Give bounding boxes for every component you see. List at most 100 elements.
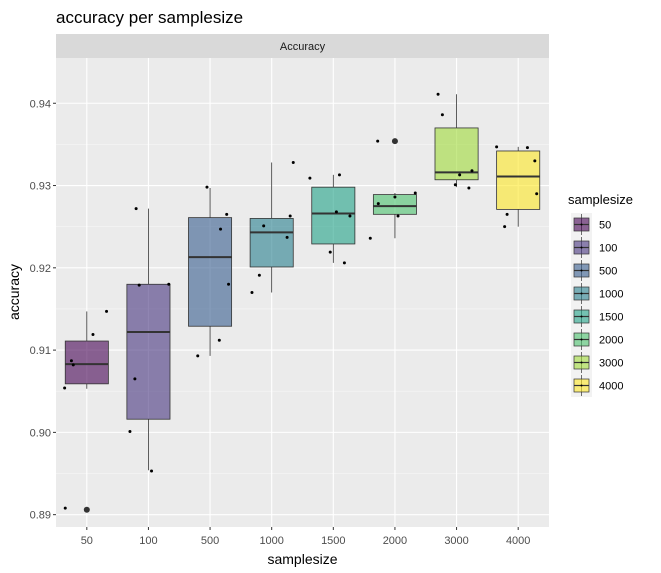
data-point: [535, 192, 539, 196]
legend-key-point: [580, 292, 583, 295]
x-tick-label: 100: [139, 535, 157, 547]
data-point: [413, 191, 417, 195]
data-point: [376, 202, 380, 206]
box-body: [311, 186, 356, 245]
legend-item-1500: 1500: [571, 305, 623, 328]
legend-item-500: 500: [571, 259, 617, 282]
data-point: [376, 139, 380, 143]
legend-label: 2000: [599, 335, 623, 347]
x-tick-label: 2000: [383, 535, 407, 547]
y-tick-label: 0.94: [30, 98, 51, 110]
facet-strip: [56, 34, 549, 58]
box-1000: [249, 162, 294, 293]
x-tick-label: 500: [201, 535, 219, 547]
data-point: [219, 227, 223, 231]
y-tick-label: 0.90: [30, 427, 51, 439]
data-point: [396, 214, 400, 218]
legend-item-100: 100: [571, 236, 617, 259]
y-axis-title: accuracy: [6, 264, 22, 320]
legend-label: 50: [599, 220, 611, 232]
points-layer: [63, 92, 539, 510]
data-point: [134, 207, 138, 211]
data-point: [63, 386, 67, 390]
x-axis-title: samplesize: [267, 551, 337, 567]
data-point: [133, 377, 137, 381]
data-point: [470, 169, 474, 173]
data-point: [137, 283, 141, 287]
data-point: [91, 332, 95, 336]
data-point: [368, 236, 372, 240]
box-body: [434, 127, 479, 181]
box-2000: [372, 138, 417, 239]
data-point: [257, 273, 261, 277]
y-tick-label: 0.93: [30, 181, 51, 193]
box-body: [496, 150, 541, 210]
data-point: [225, 212, 229, 216]
legend-key-point: [580, 338, 583, 341]
box-body: [188, 217, 233, 327]
box-body: [126, 283, 171, 420]
box-body: [372, 194, 417, 215]
y-axis: 0.89 0.90 0.91 0.92 0.93 0.94: [30, 98, 56, 522]
chart-title: accuracy per samplesize: [56, 8, 243, 27]
data-point: [217, 338, 221, 342]
x-tick-label: 3000: [444, 535, 468, 547]
legend-title: samplesize: [568, 192, 633, 207]
legend-label: 100: [599, 243, 617, 255]
legend-label: 4000: [599, 381, 623, 393]
data-point: [436, 92, 440, 96]
data-point: [440, 113, 444, 117]
legend-label: 1500: [599, 312, 623, 324]
x-tick-label: 50: [81, 535, 93, 547]
y-tick-label: 0.91: [30, 345, 51, 357]
data-point: [196, 354, 200, 358]
data-point: [285, 235, 289, 239]
legend-key-point: [580, 246, 583, 249]
data-point: [288, 214, 292, 218]
legend-key-point: [580, 384, 583, 387]
y-tick-label: 0.89: [30, 510, 51, 522]
data-point: [291, 160, 295, 164]
legend-item-4000: 4000: [571, 374, 623, 397]
legend-key-point: [580, 315, 583, 318]
data-point: [262, 224, 266, 228]
data-point: [63, 506, 67, 510]
outlier-point: [391, 138, 398, 145]
box-100: [126, 208, 171, 471]
legend-label: 3000: [599, 358, 623, 370]
data-point: [533, 159, 537, 163]
data-point: [128, 430, 132, 434]
data-point: [342, 261, 346, 265]
legend-item-1000: 1000: [571, 282, 623, 305]
data-point: [205, 185, 209, 189]
legend-item-3000: 3000: [571, 351, 623, 374]
legend-label: 1000: [599, 289, 623, 301]
data-point: [167, 282, 171, 286]
data-point: [525, 146, 529, 150]
legend-item-50: 50: [571, 213, 611, 236]
data-point: [105, 309, 109, 313]
legend-key-point: [580, 223, 583, 226]
outlier-point: [83, 506, 90, 513]
x-axis: 50 100 500 1000 1500 2000 3000 4000: [81, 527, 530, 547]
data-point: [227, 282, 231, 286]
box-body: [64, 340, 109, 385]
data-point: [308, 176, 312, 180]
grid-lines: [56, 58, 549, 527]
legend: samplesize 50 100 500 1000 1500 2000 3000 4000: [568, 192, 633, 397]
x-tick-label: 4000: [506, 535, 530, 547]
data-point: [334, 210, 338, 214]
data-point: [467, 186, 471, 190]
boxes-layer: [64, 94, 541, 513]
box-body: [249, 218, 294, 268]
y-tick-label: 0.92: [30, 263, 51, 275]
legend-key-point: [580, 269, 583, 272]
data-point: [453, 183, 457, 187]
box-50: [64, 311, 109, 513]
data-point: [503, 225, 507, 229]
legend-key-point: [580, 361, 583, 364]
box-4000: [496, 146, 541, 227]
box-500: [188, 188, 233, 356]
legend-label: 500: [599, 266, 617, 278]
data-point: [348, 214, 352, 218]
